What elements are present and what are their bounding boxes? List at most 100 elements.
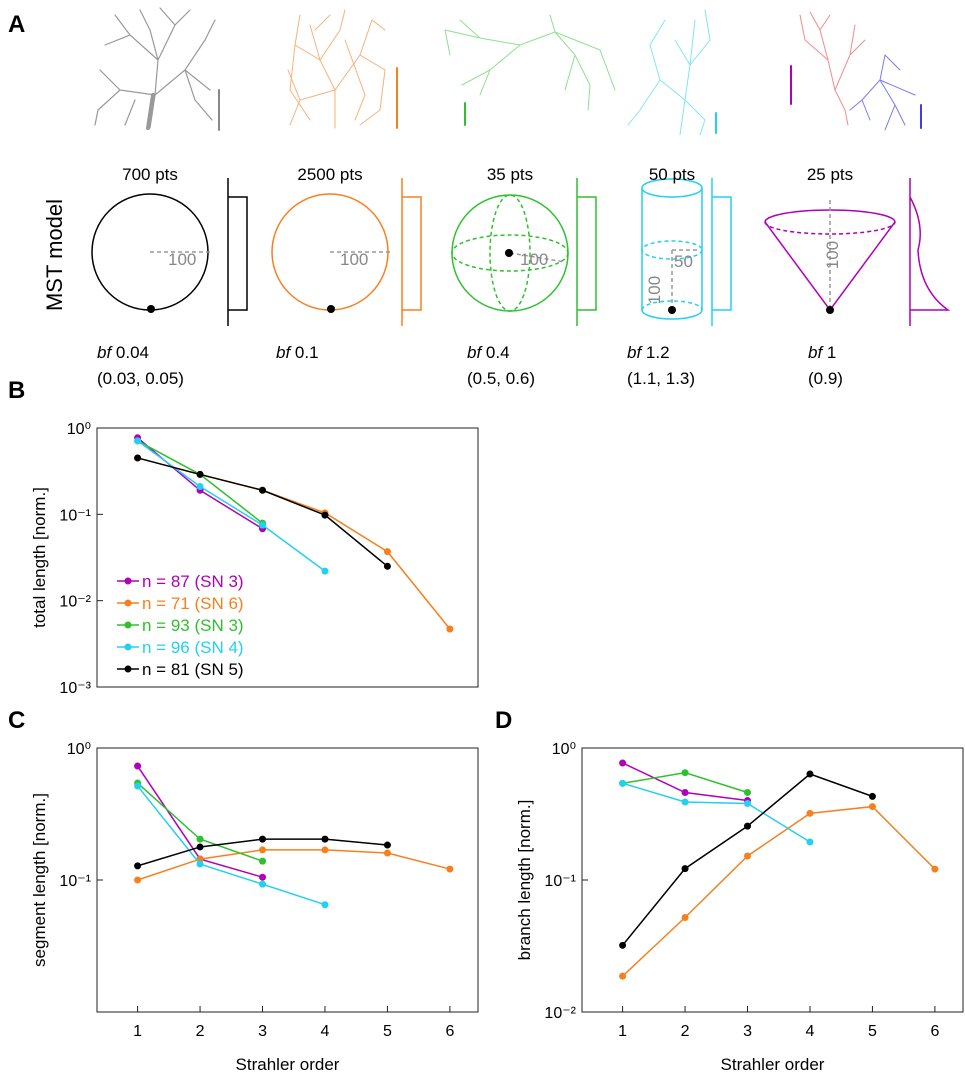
legend-marker [124, 599, 132, 607]
dimension-label: 100 [520, 250, 548, 269]
row-label: MST model [42, 199, 67, 311]
data-point [744, 822, 752, 830]
x-tick-label: 5 [383, 1023, 392, 1040]
legend-label: n = 81 (SN 5) [142, 660, 244, 679]
data-point [321, 511, 329, 519]
data-point [196, 835, 204, 843]
x-tick-label: 3 [258, 1023, 267, 1040]
bf-label: bf 0.4 [467, 343, 510, 362]
bf-label: bf 0.1 [276, 343, 319, 362]
x-tick-label: 1 [618, 1023, 627, 1040]
data-point [321, 567, 329, 575]
y-tick-label: 10⁻² [59, 594, 91, 611]
series-line [137, 457, 388, 567]
x-tick-label: 1 [133, 1023, 142, 1040]
data-point [744, 852, 752, 860]
x-tick-label: 6 [445, 1023, 454, 1040]
legend-label: n = 96 (SN 4) [142, 638, 244, 657]
panel-label: C [8, 707, 25, 734]
points-label: 2500 pts [297, 165, 362, 184]
legend-marker [124, 577, 132, 585]
data-point [196, 483, 204, 491]
y-tick-label: 10⁻¹ [59, 873, 91, 890]
bf-value: 0.1 [295, 343, 319, 362]
series-line [622, 782, 811, 843]
data-point [321, 835, 329, 843]
data-point [259, 835, 267, 843]
bf-symbol: bf [276, 343, 292, 362]
bf-ci: (1.1, 1.3) [627, 369, 695, 388]
data-point [259, 873, 267, 881]
y-tick-label: 10⁰ [552, 741, 576, 758]
x-tick-label: 3 [743, 1023, 752, 1040]
data-point [134, 782, 142, 790]
data-point [681, 865, 689, 873]
series-line [622, 805, 936, 977]
data-point [446, 865, 454, 873]
bf-ci: (0.5, 0.6) [467, 369, 535, 388]
dimension-label: 50 [674, 252, 693, 271]
data-point [681, 789, 689, 797]
points-label: 50 pts [649, 165, 695, 184]
data-point [134, 454, 142, 462]
y-axis-label: branch length [norm.] [515, 800, 534, 961]
data-point [868, 792, 876, 800]
data-point [196, 843, 204, 851]
y-tick-label: 10⁻¹ [59, 507, 91, 524]
data-point [681, 769, 689, 777]
data-point [619, 972, 627, 980]
data-point [383, 562, 391, 570]
data-point [383, 841, 391, 849]
data-point [134, 762, 142, 770]
x-axis-label: Strahler order [721, 1055, 825, 1074]
legend-label: n = 87 (SN 3) [142, 572, 244, 591]
data-point [806, 809, 814, 817]
data-point [681, 798, 689, 806]
points-label: 700 pts [122, 165, 178, 184]
y-tick-label: 10⁻³ [59, 680, 91, 697]
dimension-label: 100 [168, 250, 196, 269]
data-point [931, 865, 939, 873]
data-point [259, 486, 267, 494]
data-point [619, 759, 627, 767]
y-tick-label: 10⁰ [67, 741, 91, 758]
panel-label: B [8, 377, 25, 404]
points-label: 25 pts [807, 165, 853, 184]
neuron-gray [94, 7, 220, 131]
panel-label: A [8, 11, 25, 38]
data-point [321, 901, 329, 909]
x-axis-label: Strahler order [236, 1055, 340, 1074]
model-shapes [91, 178, 951, 326]
legend-label: n = 71 (SN 6) [142, 594, 244, 613]
panel-label: D [495, 707, 512, 734]
data-point [321, 846, 329, 854]
legend-marker [124, 643, 132, 651]
data-point [134, 876, 142, 884]
data-point [681, 913, 689, 921]
bf-label: bf 1.2 [627, 343, 670, 362]
y-tick-label: 10⁰ [67, 421, 91, 438]
data-point [383, 548, 391, 556]
bf-symbol: bf [627, 343, 643, 362]
bf-value: 1 [827, 343, 836, 362]
data-point [259, 521, 267, 529]
bf-value: 1.2 [646, 343, 670, 362]
dimension-label: 100 [645, 276, 664, 304]
data-point [383, 849, 391, 857]
neuron-green [444, 14, 616, 126]
series-line [137, 849, 451, 881]
data-point [446, 625, 454, 633]
x-tick-label: 4 [806, 1023, 815, 1040]
series-line [137, 440, 326, 572]
data-point [196, 470, 204, 478]
y-axis-label: segment length [norm.] [30, 793, 49, 967]
data-point [259, 846, 267, 854]
neuron-cyan [627, 9, 717, 136]
legend-marker [124, 621, 132, 629]
y-tick-label: 10⁻² [544, 1005, 576, 1022]
x-tick-label: 2 [681, 1023, 690, 1040]
data-point [134, 437, 142, 445]
bf-label: bf 1 [808, 343, 836, 362]
y-tick-label: 10⁻¹ [544, 873, 576, 890]
